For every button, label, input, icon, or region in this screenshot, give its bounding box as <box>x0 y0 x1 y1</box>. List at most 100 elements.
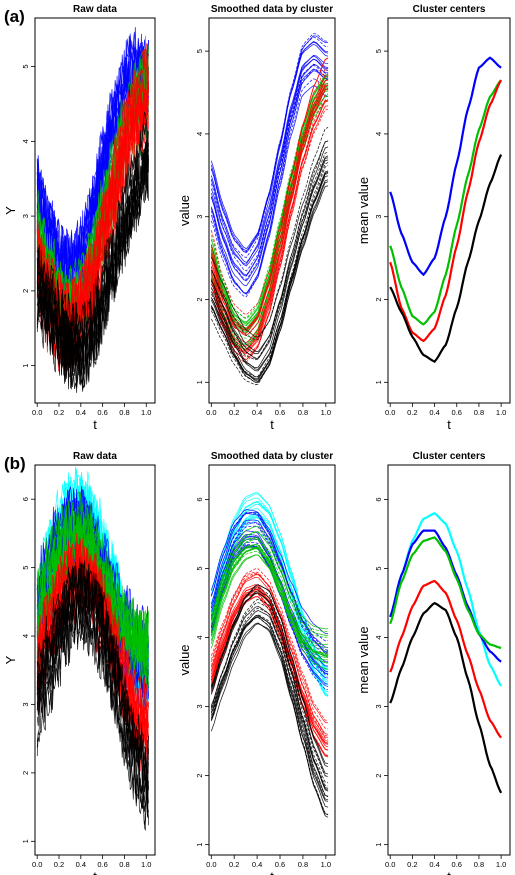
x-tick-label: 0.4 <box>429 408 439 417</box>
series-3 <box>389 579 502 739</box>
chart-title: Smoothed data by cluster <box>211 451 333 462</box>
curve <box>210 544 329 648</box>
x-tick-label: 0.2 <box>229 408 239 417</box>
y-tick-label: 1 <box>21 839 30 843</box>
x-tick-label: 0.0 <box>206 860 216 869</box>
chart-title: Smoothed data by cluster <box>211 4 333 15</box>
curve <box>210 68 329 316</box>
x-tick-label: 0.4 <box>429 860 439 869</box>
y-tick-label: 4 <box>21 634 30 638</box>
curve <box>210 614 329 808</box>
chart-title: Raw data <box>73 4 117 15</box>
x-tick-label: 0.0 <box>206 408 216 417</box>
curve <box>210 598 329 777</box>
curve <box>210 179 329 378</box>
center-line <box>389 56 502 277</box>
curve <box>210 592 329 757</box>
y-tick-label: 4 <box>195 132 204 136</box>
x-tick-label: 0.6 <box>452 408 462 417</box>
curve <box>210 98 329 360</box>
x-tick-label: 0.8 <box>474 408 484 417</box>
curve <box>210 537 329 638</box>
center-line <box>389 79 502 326</box>
center-line <box>389 579 502 739</box>
plot-frame <box>387 17 511 404</box>
curve <box>210 85 329 295</box>
chart-a2: Smoothed data by cluster 0.0 0.2 0.4 0.6 0.8 1… <box>177 4 336 432</box>
x-tick-label: 0.6 <box>97 408 107 417</box>
center-line <box>389 601 503 794</box>
plot-area <box>389 56 503 363</box>
curve <box>210 64 329 287</box>
series-3 <box>389 154 503 363</box>
curve <box>210 171 329 383</box>
curve <box>210 157 329 353</box>
y-tick-label: 5 <box>21 65 30 69</box>
curve <box>36 590 149 816</box>
series-0 <box>389 56 502 277</box>
x-axis-label: t <box>447 417 451 432</box>
series-0 <box>210 33 329 298</box>
curve <box>36 565 149 783</box>
y-tick-label: 1 <box>195 380 204 384</box>
x-axis-label: t <box>93 869 97 875</box>
curve <box>210 592 329 792</box>
curve <box>210 590 329 775</box>
x-tick-label: 0.2 <box>407 408 417 417</box>
y-tick-label: 2 <box>21 289 30 293</box>
plot-area <box>210 33 329 386</box>
curve <box>210 622 329 816</box>
curve <box>210 574 329 724</box>
chart-b3: Cluster centers 0.0 0.2 0.4 0.6 0.8 1.0 1 2 3 4 5 6 t… <box>356 451 511 875</box>
chart-a1: Raw data 0.0 0.2 0.4 0.6 0.8 1.0 1 2 3 4 5 t Y <box>3 4 156 432</box>
x-tick-label: 0.8 <box>298 408 308 417</box>
panel-label-b: (b) <box>4 454 26 473</box>
curve <box>210 546 329 670</box>
curve <box>210 531 329 696</box>
curve <box>210 511 329 634</box>
curve <box>210 41 329 252</box>
curve <box>210 84 329 337</box>
y-tick-label: 3 <box>374 215 383 219</box>
y-axis-label: mean value <box>356 626 371 693</box>
y-tick-label: 2 <box>21 771 30 775</box>
series-2 <box>210 526 329 670</box>
x-tick-label: 0.2 <box>54 860 64 869</box>
y-tick-label: 6 <box>21 497 30 501</box>
curve <box>36 560 149 789</box>
center-line <box>389 79 503 343</box>
curve <box>210 127 329 341</box>
y-tick-label: 4 <box>374 132 383 136</box>
x-tick-label: 0.2 <box>229 860 239 869</box>
chart-title: Raw data <box>73 451 117 462</box>
chart-title: Cluster centers <box>413 4 486 15</box>
series-2 <box>36 490 149 689</box>
curve <box>36 517 149 663</box>
series-1 <box>389 529 502 663</box>
x-axis-label: t <box>270 417 274 432</box>
y-axis-label: Y <box>3 655 18 664</box>
y-tick-label: 4 <box>195 635 204 639</box>
y-tick-label: 5 <box>21 566 30 570</box>
series-4 <box>36 557 149 831</box>
curve <box>210 70 329 294</box>
series-2 <box>389 536 502 649</box>
y-axis-label: mean value <box>356 177 371 244</box>
curve <box>210 185 329 382</box>
x-tick-label: 0.2 <box>54 408 64 417</box>
x-tick-label: 0.6 <box>275 860 285 869</box>
y-tick-label: 5 <box>195 566 204 570</box>
x-tick-label: 0.0 <box>385 860 395 869</box>
curve <box>210 99 329 345</box>
chart-a3: Cluster centers 0.0 0.2 0.4 0.6 0.8 1.0 1 2 3 4 5 t m… <box>356 4 511 432</box>
curve <box>210 546 329 646</box>
curve <box>210 159 329 360</box>
curve <box>210 509 329 655</box>
y-tick-label: 1 <box>195 843 204 847</box>
plot-grid: Raw data 0.0 0.2 0.4 0.6 0.8 1.0 1 2 3 4 5 t Y Smoothe… <box>3 4 511 875</box>
curve <box>210 596 329 758</box>
series-0 <box>389 512 503 687</box>
plot-frame <box>34 464 156 856</box>
curve <box>36 148 149 379</box>
curve <box>210 617 329 815</box>
